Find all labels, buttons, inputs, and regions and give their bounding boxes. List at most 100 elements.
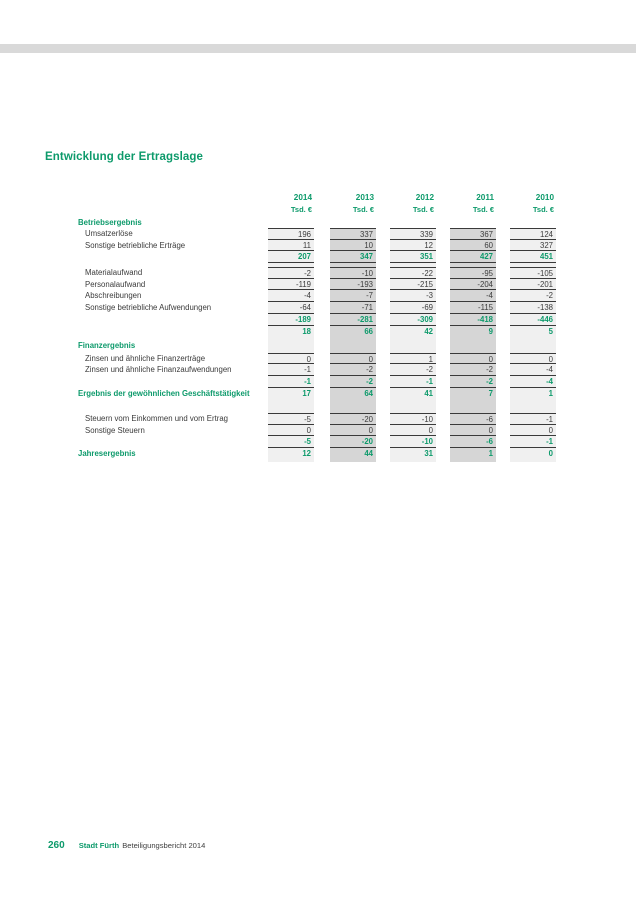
- unit-header-row: Tsd. € Tsd. € Tsd. € Tsd. € Tsd. €: [78, 204, 557, 216]
- value-cell-2011: 427: [450, 251, 496, 264]
- value-cell-2012: 31: [424, 449, 433, 459]
- value-cell-2010: -1: [510, 436, 556, 449]
- value-cell-2010: 0: [510, 425, 556, 437]
- value-cell-2011: -204: [450, 279, 496, 291]
- year-header-2010: 2010: [535, 193, 554, 202]
- value-cell-2012: 42: [424, 326, 433, 336]
- value-cell-2014: 0: [268, 425, 314, 437]
- value-cell-2013: -10: [330, 267, 376, 279]
- table-row-item: Sonstige Steuern 0 0 0 0 0: [78, 425, 557, 437]
- row-label: Zinsen und ähnliche Finanzaufwendungen: [85, 365, 232, 375]
- value-cell-2014: 11: [268, 240, 314, 252]
- value-cell-2011: -2: [450, 376, 496, 388]
- column-band-2010: [510, 228, 556, 462]
- footer-document-title: Beteiligungsbericht 2014: [122, 841, 206, 850]
- value-cell-2011: 1: [488, 449, 493, 459]
- value-cell-2013: -281: [330, 314, 376, 326]
- table-row-subtotal: -1 -2 -1 -2 -4: [78, 376, 557, 388]
- year-header-2011: 2011: [476, 193, 494, 202]
- year-header-2014: 2014: [293, 193, 312, 202]
- value-cell-2014: -1: [268, 376, 314, 388]
- value-cell-2012: -10: [390, 436, 436, 449]
- row-label: Materialaufwand: [85, 268, 143, 278]
- table-row-subtotal: -5 -20 -10 -6 -1: [78, 436, 557, 449]
- page-footer: 260 Stadt Fürth Beteiligungsbericht 2014: [48, 840, 205, 854]
- unit-label: Tsd. €: [290, 205, 312, 214]
- value-cell-2010: -2: [510, 290, 556, 303]
- row-label: Sonstige betriebliche Aufwendungen: [85, 303, 212, 313]
- value-cell-2013: 0: [330, 352, 376, 365]
- value-cell-2011: 367: [450, 228, 496, 240]
- table-row-section: Betriebsergebnis: [78, 217, 557, 228]
- value-cell-2012: 1: [390, 352, 436, 365]
- table-row-gap-lg: [78, 400, 557, 413]
- value-cell-2013: 44: [364, 449, 373, 459]
- value-cell-2014: 17: [302, 388, 311, 398]
- year-header-row: 2014 2013 2012 2011 2010: [78, 192, 557, 204]
- value-cell-2010: 327: [510, 240, 556, 252]
- table-row-result: Ergebnis der gewöhnlichen Geschäftstätig…: [78, 388, 557, 401]
- value-cell-2011: -2: [450, 364, 496, 376]
- value-cell-2010: 124: [510, 228, 556, 240]
- value-cell-2014: -64: [268, 302, 314, 314]
- value-cell-2013: -2: [330, 376, 376, 388]
- earnings-development-table: 2014 2013 2012 2011 2010 Tsd. € Tsd. € T…: [78, 190, 557, 466]
- unit-label: Tsd. €: [412, 205, 434, 214]
- value-cell-2010: 0: [510, 352, 556, 365]
- value-cell-2012: -215: [390, 279, 436, 291]
- value-cell-2011: 9: [488, 326, 493, 336]
- value-cell-2010: -446: [510, 314, 556, 326]
- value-cell-2014: 12: [302, 449, 311, 459]
- value-cell-2010: -201: [510, 279, 556, 291]
- value-cell-2014: 18: [302, 326, 311, 336]
- row-label: Personalaufwand: [85, 279, 146, 289]
- table-row-total: 18 66 42 9 5: [78, 326, 557, 338]
- value-cell-2014: -189: [268, 314, 314, 326]
- year-header-2013: 2013: [355, 193, 374, 202]
- value-cell-2013: -2: [330, 364, 376, 376]
- year-header-2012: 2012: [415, 193, 434, 202]
- page-title: Entwicklung der Ertragslage: [45, 151, 203, 163]
- page-number: 260: [48, 840, 65, 851]
- row-label: Betriebsergebnis: [78, 218, 142, 227]
- value-cell-2011: 60: [450, 240, 496, 252]
- value-cell-2012: -3: [390, 290, 436, 303]
- value-cell-2014: -4: [268, 290, 314, 303]
- value-cell-2010: 5: [548, 326, 553, 336]
- column-band-2011: [450, 228, 496, 462]
- value-cell-2014: -119: [268, 279, 314, 291]
- value-cell-2012: 41: [424, 388, 433, 398]
- table-row-subtotal: 207 347 351 427 451: [78, 251, 557, 264]
- table-row-item: Steuern vom Einkommen und vom Ertrag -5 -2…: [78, 413, 557, 425]
- value-cell-2014: -5: [268, 413, 314, 425]
- table-row-item: Sonstige betriebliche Erträge 11 10 12 60 327: [78, 240, 557, 252]
- value-cell-2010: -4: [510, 376, 556, 388]
- value-cell-2013: -20: [330, 436, 376, 449]
- value-cell-2010: 0: [548, 449, 553, 459]
- value-cell-2012: -309: [390, 314, 436, 326]
- value-cell-2013: -7: [330, 290, 376, 303]
- table-row-item: Umsatzerlöse 196 337 339 367 124: [78, 228, 557, 240]
- table-row-result: Jahresergebnis 12 44 31 1 0: [78, 448, 557, 461]
- value-cell-2013: 10: [330, 240, 376, 252]
- value-cell-2014: -5: [268, 436, 314, 449]
- value-cell-2013: 64: [364, 388, 373, 398]
- table-row-item: Materialaufwand -2 -10 -22 -95 -105: [78, 267, 557, 279]
- top-divider-bar: [0, 44, 636, 53]
- table-row-item: Sonstige betriebliche Aufwendungen -64 -71…: [78, 302, 557, 314]
- table-row-item: Abschreibungen -4 -7 -3 -4 -2: [78, 290, 557, 303]
- value-cell-2011: -4: [450, 290, 496, 303]
- table-row-item: Personalaufwand -119 -193 -215 -204 -201: [78, 279, 557, 291]
- value-cell-2012: -2: [390, 364, 436, 376]
- table-row-item: Zinsen und ähnliche Finanzerträge 0 0 1 0 0: [78, 352, 557, 365]
- value-cell-2010: 1: [548, 388, 553, 398]
- value-cell-2011: -418: [450, 314, 496, 326]
- unit-label: Tsd. €: [472, 205, 494, 214]
- unit-label: Tsd. €: [352, 205, 374, 214]
- value-cell-2010: 451: [510, 251, 556, 264]
- value-cell-2011: -115: [450, 302, 496, 314]
- value-cell-2012: -1: [390, 376, 436, 388]
- value-cell-2013: 66: [364, 326, 373, 336]
- row-label: Ergebnis der gewöhnlichen Geschäftstätig…: [78, 388, 250, 398]
- footer-publisher: Stadt Fürth: [78, 841, 120, 850]
